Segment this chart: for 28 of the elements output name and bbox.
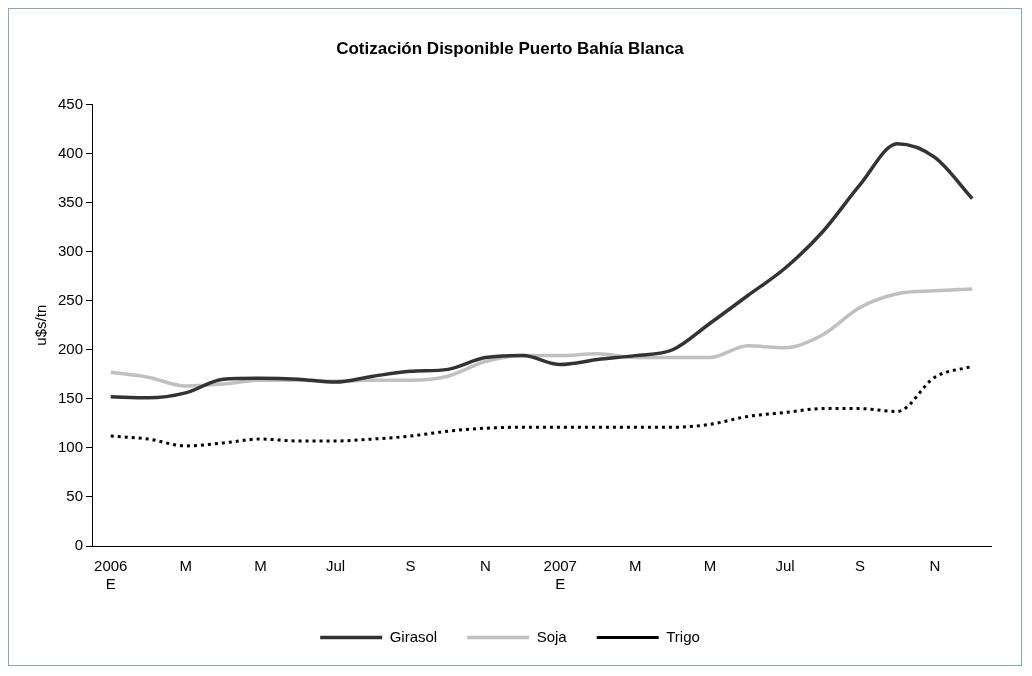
y-tick-label: 0 (74, 536, 84, 554)
y-axis-title: u$s/tn (32, 304, 50, 346)
legend-label: Trigo (666, 627, 700, 645)
y-tick-label: 100 (58, 438, 84, 456)
line-series (109, 141, 975, 400)
y-tick-label: 300 (58, 241, 84, 259)
y-tick-label: 50 (66, 487, 84, 505)
x-tick-label: Jul (775, 557, 795, 575)
y-tick-label: 200 (58, 339, 84, 357)
y-tick-label: 450 (58, 94, 84, 112)
x-tick-label: N (929, 557, 941, 575)
x-tick-label: M (179, 557, 192, 575)
y-tick-label: 250 (58, 290, 84, 308)
x-tick-label: 2007 E (543, 557, 577, 593)
y-tick-label: 400 (58, 143, 84, 161)
x-tick-label: Jul (325, 557, 346, 575)
y-tick-label: 350 (58, 192, 84, 210)
x-tick-label: S (854, 557, 865, 575)
x-tick-label: S (405, 557, 416, 575)
legend-label: Soja (536, 627, 568, 645)
x-tick-label: N (479, 557, 491, 575)
y-tick-label: 150 (58, 388, 84, 406)
x-tick-label: M (628, 557, 642, 575)
x-tick-label: M (254, 557, 267, 575)
chart-title: Cotización Disponible Puerto Bahía Blanca (336, 38, 685, 58)
legend-label: Girasol (389, 627, 438, 645)
x-tick-label: 2006 E (94, 557, 128, 593)
x-tick-label: M (703, 557, 717, 575)
